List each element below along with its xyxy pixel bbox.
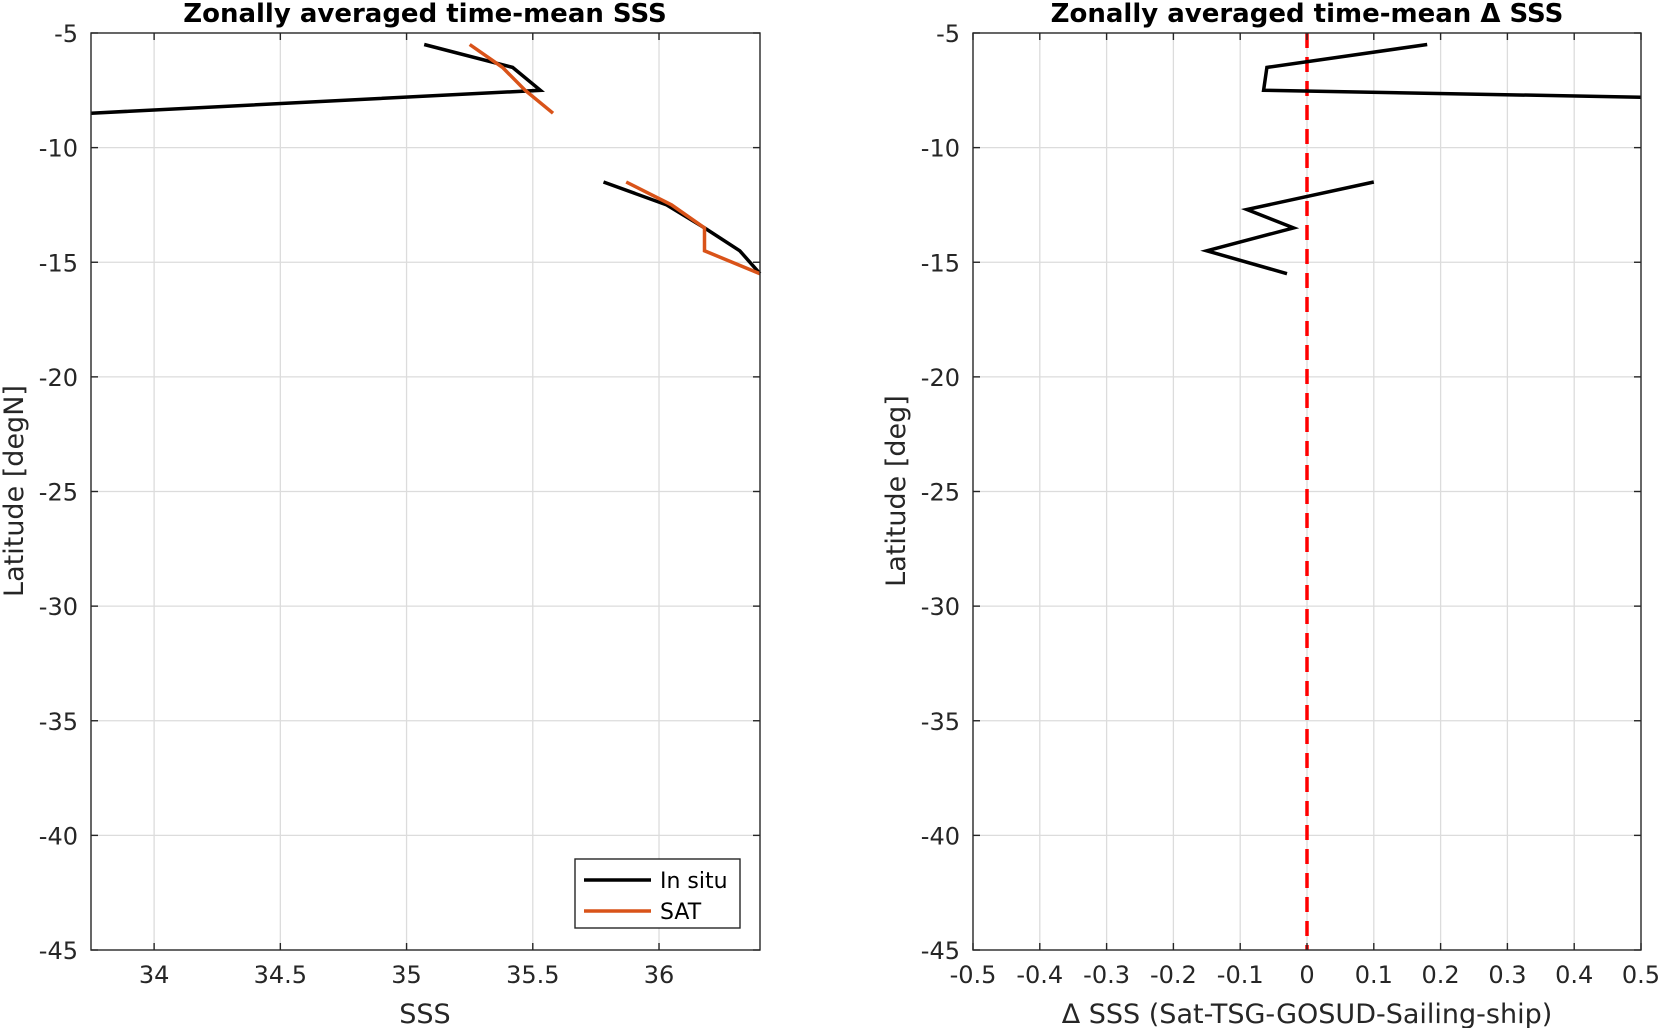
- right-line-series-0-segment-1: [1200, 180, 1375, 276]
- left-y-tick-label: -40: [39, 822, 78, 850]
- left-line-sat-segment-1: [625, 180, 761, 276]
- right-data-lines: [1200, 42, 1642, 276]
- left-x-tick-label: 35.5: [506, 961, 559, 989]
- left-y-tick-label: -20: [39, 364, 78, 392]
- right-x-tick-label: -0.1: [1217, 961, 1264, 989]
- right-x-axis-label: Δ SSS (Sat-TSG-GOSUD-Sailing-ship): [1062, 999, 1553, 1028]
- right-y-tick-label: -40: [921, 822, 960, 850]
- legend: In situ SAT: [574, 858, 741, 929]
- left-data-lines: [90, 42, 762, 276]
- right-x-tick-label: -0.3: [1083, 961, 1130, 989]
- right-chart-title: Zonally averaged time-mean Δ SSS: [1051, 0, 1564, 29]
- right-x-tick-label: 0: [1299, 961, 1314, 989]
- left-x-tick-label: 35: [391, 961, 422, 989]
- right-y-tick-label: -15: [921, 249, 960, 277]
- left-axes: 34 34.5 35 35.5 36 -5 -10 -15 -20 -25 -30 -35 -40 -45…: [0, 0, 762, 1030]
- left-y-tick-label: -5: [54, 20, 78, 48]
- right-x-tick-label: -0.5: [950, 961, 997, 989]
- right-axes: -0.5 -0.4 -0.3 -0.2 -0.1 0 0.1 0.2 0.3 0.4 0.5 -5 -1…: [881, 0, 1660, 1030]
- left-y-tick-label: -10: [39, 135, 78, 163]
- left-ticks: 34 34.5 35 35.5 36 -5 -10 -15 -20 -25 -30 -35 -40 -45: [39, 20, 760, 989]
- right-y-tick-label: -10: [921, 135, 960, 163]
- left-line-sat-segment-0: [468, 43, 555, 115]
- left-grid: [91, 33, 760, 950]
- right-y-axis-label: Latitude [deg]: [881, 395, 912, 587]
- right-y-tick-label: -25: [921, 479, 960, 507]
- right-y-tick-label: -30: [921, 593, 960, 621]
- right-y-tick-label: -35: [921, 708, 960, 736]
- left-y-tick-label: -35: [39, 708, 78, 736]
- right-x-tick-label: -0.2: [1150, 961, 1197, 989]
- right-x-tick-label: 0.4: [1555, 961, 1593, 989]
- right-y-tick-label: -20: [921, 364, 960, 392]
- right-x-tick-label: 0.3: [1488, 961, 1526, 989]
- left-y-tick-label: -15: [39, 249, 78, 277]
- legend-label-sat: SAT: [660, 900, 702, 925]
- right-y-tick-label: -5: [936, 20, 960, 48]
- left-y-tick-label: -45: [39, 937, 78, 965]
- right-x-tick-label: -0.4: [1016, 961, 1063, 989]
- left-chart-title: Zonally averaged time-mean SSS: [183, 0, 667, 29]
- left-x-tick-label: 34: [139, 961, 170, 989]
- right-x-tick-label: 0.5: [1622, 961, 1660, 989]
- legend-box: [574, 858, 741, 929]
- left-x-axis-label: SSS: [399, 999, 450, 1028]
- right-ticks: -0.5 -0.4 -0.3 -0.2 -0.1 0 0.1 0.2 0.3 0.4 0.5 -5 -1…: [921, 20, 1660, 989]
- legend-label-in-situ: In situ: [660, 869, 728, 894]
- right-x-tick-label: 0.2: [1422, 961, 1460, 989]
- left-x-tick-label: 34.5: [254, 961, 307, 989]
- left-x-tick-label: 36: [644, 961, 675, 989]
- right-x-tick-label: 0.1: [1355, 961, 1393, 989]
- right-line-series-0-segment-0: [1261, 42, 1642, 99]
- left-y-axis-label: Latitude [degN]: [0, 385, 30, 597]
- left-y-tick-label: -30: [39, 593, 78, 621]
- left-line-in-situ-segment-0: [90, 42, 545, 115]
- left-y-tick-label: -25: [39, 479, 78, 507]
- right-y-tick-label: -45: [921, 937, 960, 965]
